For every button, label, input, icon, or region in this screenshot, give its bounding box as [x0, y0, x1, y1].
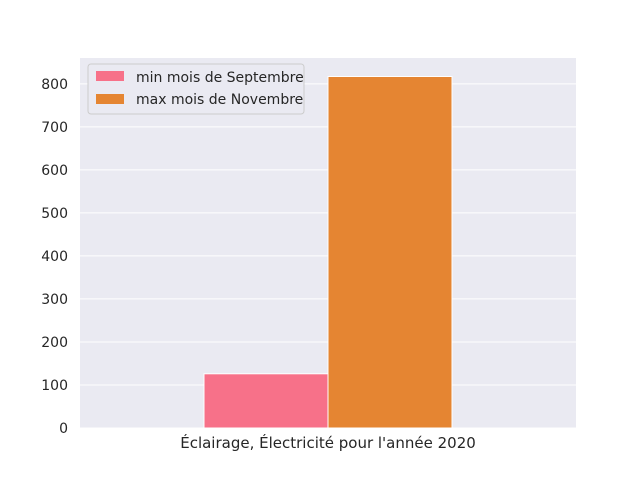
bars	[203, 76, 453, 429]
y-tick-label-2: 200	[41, 335, 68, 351]
y-tick-label-4: 400	[41, 249, 68, 265]
legend: min mois de Septembre max mois de Novemb…	[87, 63, 305, 115]
legend-label-series-0: min mois de Septembre	[136, 70, 304, 86]
y-tick-label-8: 800	[41, 77, 68, 93]
bar-series-0	[203, 373, 329, 429]
legend-label-series-1: max mois de Novembre	[136, 92, 303, 108]
y-tick-label-1: 100	[41, 378, 68, 394]
y-tick-label-7: 700	[41, 120, 68, 136]
y-tick-label-3: 300	[41, 292, 68, 308]
legend-swatch-series-0	[96, 71, 124, 81]
y-tick-label-5: 500	[41, 206, 68, 222]
legend-frame	[87, 63, 305, 115]
y-tick-label-0: 0	[59, 421, 68, 437]
y-axis-ticks: 0 100 200 300 400 500 600 700 800	[41, 77, 68, 437]
x-axis-label: Éclairage, Électricité pour l'année 2020	[180, 433, 476, 452]
bar-series-1	[327, 76, 453, 429]
legend-swatch-series-1	[96, 94, 124, 104]
y-tick-label-6: 600	[41, 163, 68, 179]
